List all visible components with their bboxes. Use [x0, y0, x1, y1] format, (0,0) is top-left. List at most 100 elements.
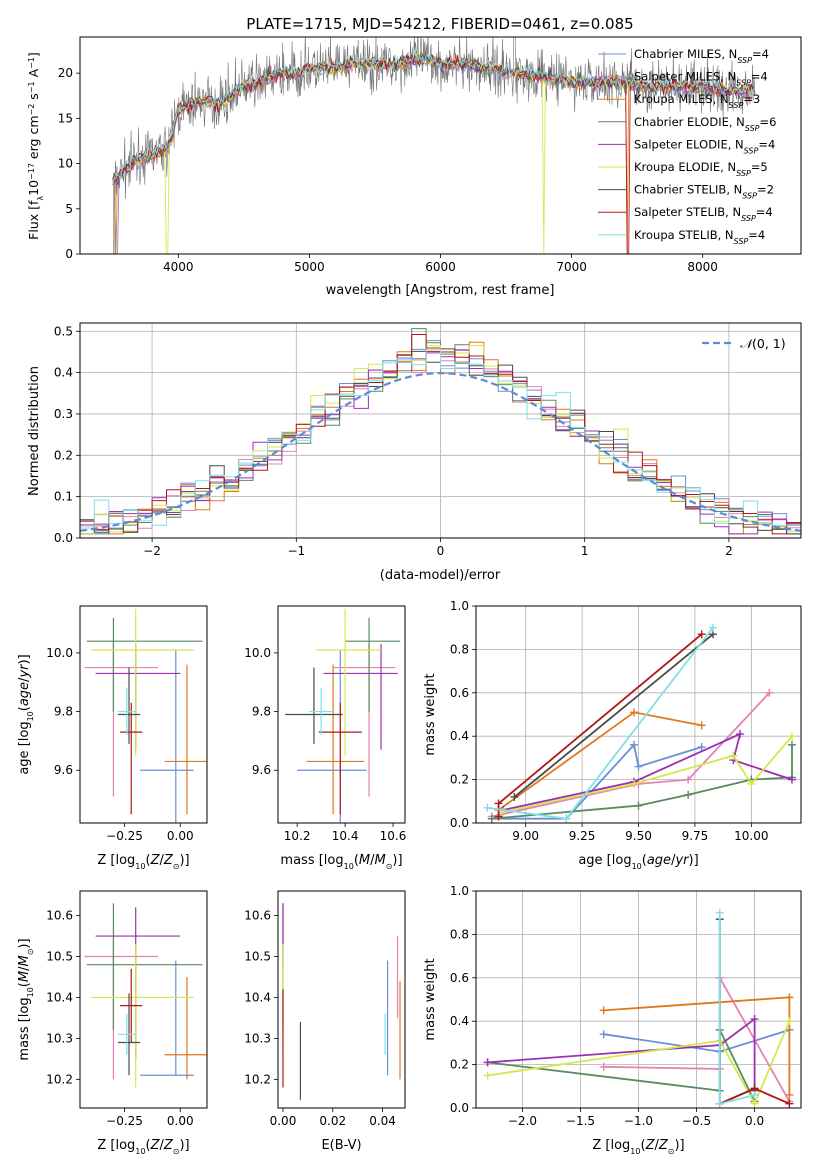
weight-marker	[708, 623, 717, 632]
y-tick-label: 0.8	[450, 927, 469, 941]
axes-frame	[475, 605, 802, 824]
weight-marker	[729, 751, 738, 760]
y-tick-label: 10.6	[46, 909, 73, 923]
plot-area-mass-weight-vs-Z	[483, 908, 794, 1108]
x-axis-label: Z [log10(Z/Z⊙)]	[592, 1138, 684, 1156]
x-tick-label: 1	[581, 544, 589, 558]
axes-mass-weight-vs-age: 9.00 9.25 9.50 9.75 10.00 0.0 0.2 0.4 0.6 0.8 1.0 a…	[423, 599, 802, 871]
weight-marker	[562, 814, 571, 823]
weight-marker	[634, 762, 643, 771]
y-tick-label: 0.6	[450, 971, 469, 985]
weight-marker	[599, 1006, 608, 1015]
y-axis-label: mass weight	[423, 673, 438, 755]
weight-marker	[599, 1062, 608, 1071]
plot-area-mass-vs-Z	[84, 903, 207, 1088]
plot-area-spectrum	[112, 37, 756, 254]
axes-frame	[79, 605, 208, 824]
axes-age-vs-mass: 10.2 10.4 10.6 9.6 9.8 10.0 mass [log10(M/M⊙)]	[244, 605, 407, 871]
legend-label: Chabrier STELIB, NSSP=2	[634, 183, 774, 201]
x-tick-label: 10.00	[734, 829, 768, 843]
spectrum-model-line	[112, 53, 755, 254]
x-tick-label: 6000	[425, 260, 456, 274]
axes-mass-weight-vs-Z: −2.0 −1.5 −1.0 −0.5 0.0 0.0 0.2 0.4 0.6 0.8 1.0 Z […	[423, 884, 802, 1156]
axes-mass-vs-Z: −0.25 0.00 10.2 10.3 10.4 10.5 10.6 Z [log10(Z/…	[17, 890, 208, 1156]
y-tick-label: 0.8	[450, 642, 469, 656]
weight-line	[487, 1020, 791, 1106]
weight-marker	[684, 775, 693, 784]
y-axis-label: mass [log10(M/M⊙)]	[17, 938, 35, 1060]
x-axis-label: wavelength [Angstrom, rest frame]	[326, 283, 555, 298]
x-axis-label: age [log10(age/yr)]	[578, 853, 698, 871]
weight-marker	[483, 1071, 492, 1080]
x-tick-label: −0.5	[682, 1114, 711, 1128]
weight-marker	[510, 792, 519, 801]
plot-area-age-vs-Z	[84, 608, 207, 823]
spectrum-model-line	[112, 49, 756, 184]
x-tick-label: 0.00	[167, 829, 194, 843]
x-axis-label: Z [log10(Z/Z⊙)]	[97, 853, 189, 871]
plot-area-age-vs-mass	[285, 608, 401, 823]
x-tick-label: 10.6	[380, 829, 407, 843]
y-tick-label: 10.2	[46, 1072, 73, 1086]
weight-marker	[629, 740, 638, 749]
y-tick-label: 1.0	[450, 599, 469, 613]
y-tick-label: 20	[58, 66, 73, 80]
weight-line	[513, 633, 714, 798]
x-tick-label: −0.25	[106, 829, 143, 843]
weight-line	[491, 692, 771, 818]
y-tick-label: 10.6	[244, 909, 271, 923]
weight-line	[491, 744, 793, 820]
weight-marker	[750, 1015, 759, 1024]
y-tick-label: 0.1	[54, 490, 73, 504]
weight-marker	[750, 1090, 759, 1099]
y-tick-label: 0.0	[450, 816, 469, 830]
legend-label: Salpeter STELIB, NSSP=4	[634, 205, 773, 223]
x-tick-label: 10.4	[332, 829, 359, 843]
plot-area-mass-vs-EBV	[282, 903, 401, 1100]
x-axis-label: E(B-V)	[321, 1138, 361, 1153]
weight-marker	[785, 1017, 794, 1026]
legend-label: Kroupa STELIB, NSSP=4	[634, 228, 765, 246]
weight-marker	[785, 993, 794, 1002]
y-tick-label: 0.0	[450, 1101, 469, 1115]
weight-marker	[629, 779, 638, 788]
y-tick-label: 0.6	[450, 686, 469, 700]
y-tick-label: 1.0	[450, 884, 469, 898]
y-tick-label: 10.4	[244, 990, 271, 1004]
y-tick-label: 0.4	[450, 1014, 469, 1028]
y-tick-label: 0.3	[54, 407, 73, 421]
y-tick-label: 10.5	[244, 950, 271, 964]
x-tick-label: 0.00	[167, 1114, 194, 1128]
x-tick-label: 4000	[163, 260, 194, 274]
x-tick-label: 8000	[687, 260, 718, 274]
legend-label: Salpeter MILES, NSSP=4	[634, 70, 768, 88]
x-tick-label: −2	[143, 544, 161, 558]
spectrum-legend: Chabrier MILES, NSSP=4 Salpeter MILES, NS…	[598, 47, 776, 245]
y-tick-label: 9.6	[54, 763, 73, 777]
axes-frame	[79, 890, 208, 1109]
y-tick-label: 10	[58, 157, 73, 171]
y-tick-label: 5	[65, 202, 73, 216]
weight-marker	[787, 732, 796, 741]
axes-frame	[79, 322, 802, 539]
weight-marker	[697, 630, 706, 639]
weight-marker	[715, 908, 724, 917]
y-axis-label: Normed distribution	[27, 366, 42, 496]
weight-marker	[684, 790, 693, 799]
x-tick-label: −0.25	[106, 1114, 143, 1128]
axes-spectrum: 4000 5000 6000 7000 8000 0 5 10 15 20 Chabrier MIL…	[26, 36, 802, 298]
axes-residuals: −2 −1 0 1 2 0.0 0.1 0.2 0.3 0.4 0.5 𝒩(0, 1) (data-mo…	[27, 322, 802, 583]
weight-marker	[715, 1099, 724, 1108]
x-tick-label: −2.0	[508, 1114, 537, 1128]
y-tick-label: 10.3	[244, 1031, 271, 1045]
weight-line	[502, 732, 793, 811]
weight-marker	[736, 730, 745, 739]
y-tick-label: 0.5	[54, 324, 73, 338]
y-tick-label: 15	[58, 111, 73, 125]
axes-frame	[277, 890, 406, 1109]
x-tick-label: 10.2	[284, 829, 311, 843]
plot-area-residuals	[80, 328, 801, 538]
x-axis-label: mass [log10(M/M⊙)]	[280, 853, 402, 871]
y-tick-label: 10.0	[244, 646, 271, 660]
